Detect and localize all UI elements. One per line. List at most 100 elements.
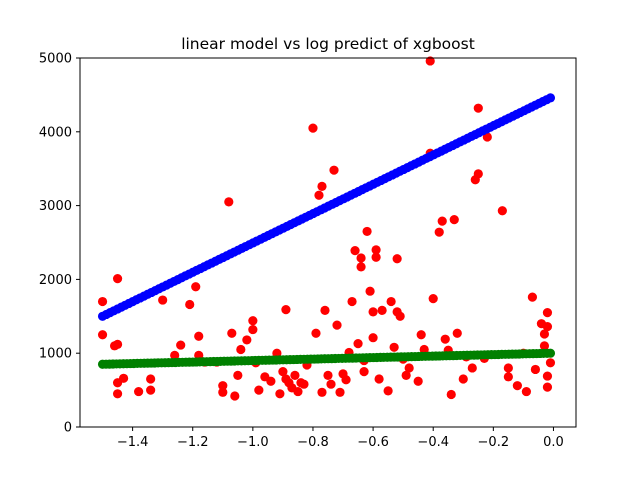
data-point	[146, 374, 156, 384]
data-point	[545, 358, 556, 368]
data-point	[227, 328, 237, 338]
data-point	[248, 324, 258, 335]
data-point	[452, 328, 462, 338]
data-point	[368, 333, 378, 343]
data-point	[236, 344, 246, 355]
data-point	[314, 190, 324, 200]
x-tick-label: 0.0	[543, 435, 564, 450]
data-point	[371, 252, 381, 262]
data-point	[341, 375, 351, 385]
data-point	[401, 370, 411, 380]
data-point	[359, 367, 369, 377]
data-point	[323, 370, 333, 380]
data-point	[146, 385, 156, 395]
data-point	[317, 387, 327, 397]
data-point	[356, 262, 366, 272]
data-point	[449, 215, 459, 225]
x-tick-label: −0.2	[478, 435, 510, 450]
data-point	[112, 274, 123, 284]
data-point	[320, 305, 330, 315]
data-point	[512, 381, 522, 391]
data-point	[218, 387, 228, 397]
data-point	[425, 56, 435, 66]
data-point	[389, 342, 399, 352]
data-points	[97, 56, 556, 401]
data-point	[347, 296, 357, 307]
data-point	[353, 339, 363, 349]
data-point	[278, 367, 288, 377]
data-point	[218, 381, 228, 391]
data-point	[176, 340, 186, 350]
data-point	[368, 307, 378, 317]
data-point	[299, 379, 309, 389]
data-point	[170, 350, 180, 361]
data-point	[416, 330, 426, 340]
plot-frame	[79, 57, 577, 428]
data-point	[542, 308, 553, 318]
data-point	[473, 103, 483, 113]
x-tick-label: −0.4	[417, 435, 449, 450]
data-point	[473, 169, 483, 179]
data-point	[434, 227, 444, 237]
data-point	[242, 335, 252, 345]
data-point	[118, 373, 129, 383]
data-point	[97, 330, 108, 340]
data-point	[392, 254, 402, 264]
data-point	[521, 386, 532, 397]
data-point	[542, 322, 553, 332]
data-point	[158, 295, 168, 305]
y-tick-label: 3000	[39, 199, 72, 214]
data-point	[362, 226, 372, 237]
data-point	[248, 316, 258, 326]
data-point	[290, 370, 300, 380]
axes: −1.4 −1.2 −1.0 −0.8 −0.6 −0.4 −0.2 0.0 0 1000 2000…	[39, 52, 577, 450]
data-point	[383, 386, 393, 396]
data-point	[386, 296, 396, 307]
data-point	[233, 370, 243, 380]
data-point	[112, 339, 123, 349]
data-point	[97, 296, 108, 307]
data-point	[254, 385, 264, 395]
data-point	[497, 206, 507, 216]
data-point	[404, 363, 414, 373]
data-point	[266, 376, 276, 386]
data-point	[230, 391, 240, 401]
data-point	[545, 348, 556, 358]
data-point	[317, 181, 327, 192]
data-point	[458, 374, 468, 384]
data-point	[224, 197, 234, 207]
data-point	[503, 372, 513, 382]
data-point	[413, 376, 423, 386]
data-point	[329, 165, 339, 175]
data-point	[293, 386, 303, 397]
data-point	[527, 292, 538, 302]
y-tick-label: 1000	[39, 347, 72, 362]
data-point	[428, 293, 438, 304]
data-point	[467, 363, 477, 373]
data-point	[542, 371, 553, 381]
data-point	[446, 389, 456, 400]
data-point	[332, 320, 342, 330]
data-point	[194, 331, 204, 341]
y-tick-label: 2000	[39, 273, 72, 288]
data-point	[371, 245, 381, 255]
data-point	[545, 93, 556, 103]
data-point	[503, 363, 513, 373]
data-point	[134, 386, 144, 397]
x-tick-label: −1.4	[117, 435, 149, 450]
data-point	[539, 341, 550, 351]
data-point	[440, 334, 450, 344]
data-point	[365, 286, 375, 296]
y-tick-label: 4000	[39, 125, 72, 140]
data-point	[191, 282, 201, 292]
chart-title: linear model vs log predict of xgboost	[181, 35, 475, 53]
y-tick-label: 5000	[39, 52, 72, 67]
data-point	[112, 389, 123, 399]
x-tick-label: −0.8	[297, 435, 329, 450]
data-point	[374, 374, 384, 384]
x-tick-label: −1.2	[177, 435, 209, 450]
data-point	[335, 387, 345, 397]
data-point	[530, 364, 541, 375]
y-tick-label: 0	[64, 421, 72, 436]
